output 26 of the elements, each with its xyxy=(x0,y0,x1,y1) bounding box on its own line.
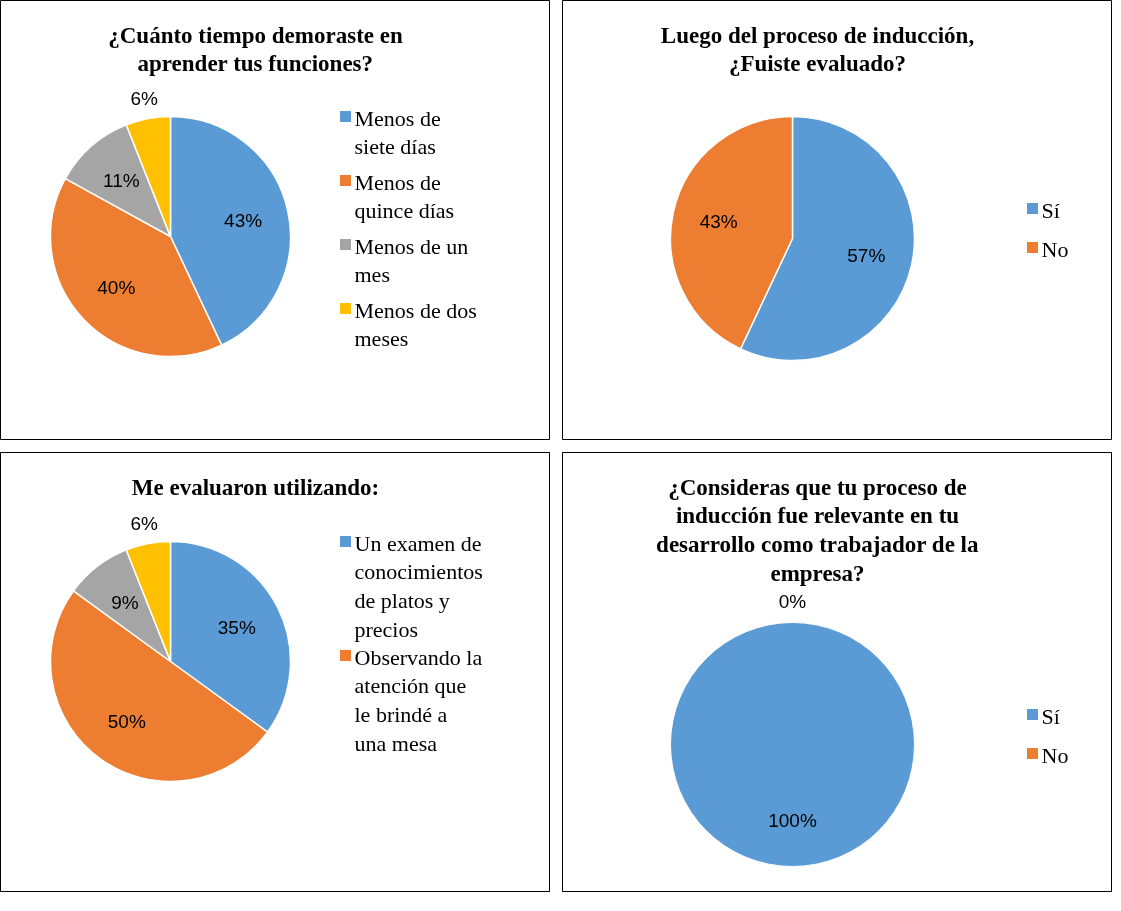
chart-title: ¿Consideras que tu proceso de inducción fue relevante en tu desarrollo como trabajador de la empresa? xyxy=(656,474,979,586)
legend-label: Observando la atención que le brindé a una mesa xyxy=(354,644,483,756)
legend-label: Menos de siete días xyxy=(354,105,441,160)
data-label: 43% xyxy=(699,211,738,233)
data-label: 11% xyxy=(102,170,140,192)
chart-title: ¿Cuánto tiempo demoraste en aprender tus funciones? xyxy=(108,22,403,77)
data-label: 9% xyxy=(111,592,139,614)
data-label: 40% xyxy=(97,276,136,298)
legend-label: No xyxy=(1041,236,1069,262)
legend-label: Un examen de conocimientos de platos y precios xyxy=(354,530,483,642)
chart-title: Luego del proceso de inducción, ¿Fuiste evaluado? xyxy=(660,22,975,77)
data-label: 43% xyxy=(224,209,263,231)
legend-label: Sí xyxy=(1041,197,1060,223)
data-label: 57% xyxy=(847,244,886,266)
text: 0% xyxy=(778,591,807,613)
legend-label: Menos de un mes xyxy=(354,233,469,288)
chart-title: Me evaluaron utilizando: xyxy=(131,474,380,500)
legend-label: Menos de quince días xyxy=(354,169,455,224)
data-label: 50% xyxy=(107,711,146,733)
data-label: 100% xyxy=(768,809,817,831)
data-label: 6% xyxy=(130,513,159,535)
data-label: 6% xyxy=(130,88,159,110)
data-label: 35% xyxy=(217,617,256,639)
legend-label: Sí xyxy=(1041,703,1060,729)
legend-label: Menos de dos meses xyxy=(354,297,477,352)
legend-label: No xyxy=(1041,742,1069,768)
